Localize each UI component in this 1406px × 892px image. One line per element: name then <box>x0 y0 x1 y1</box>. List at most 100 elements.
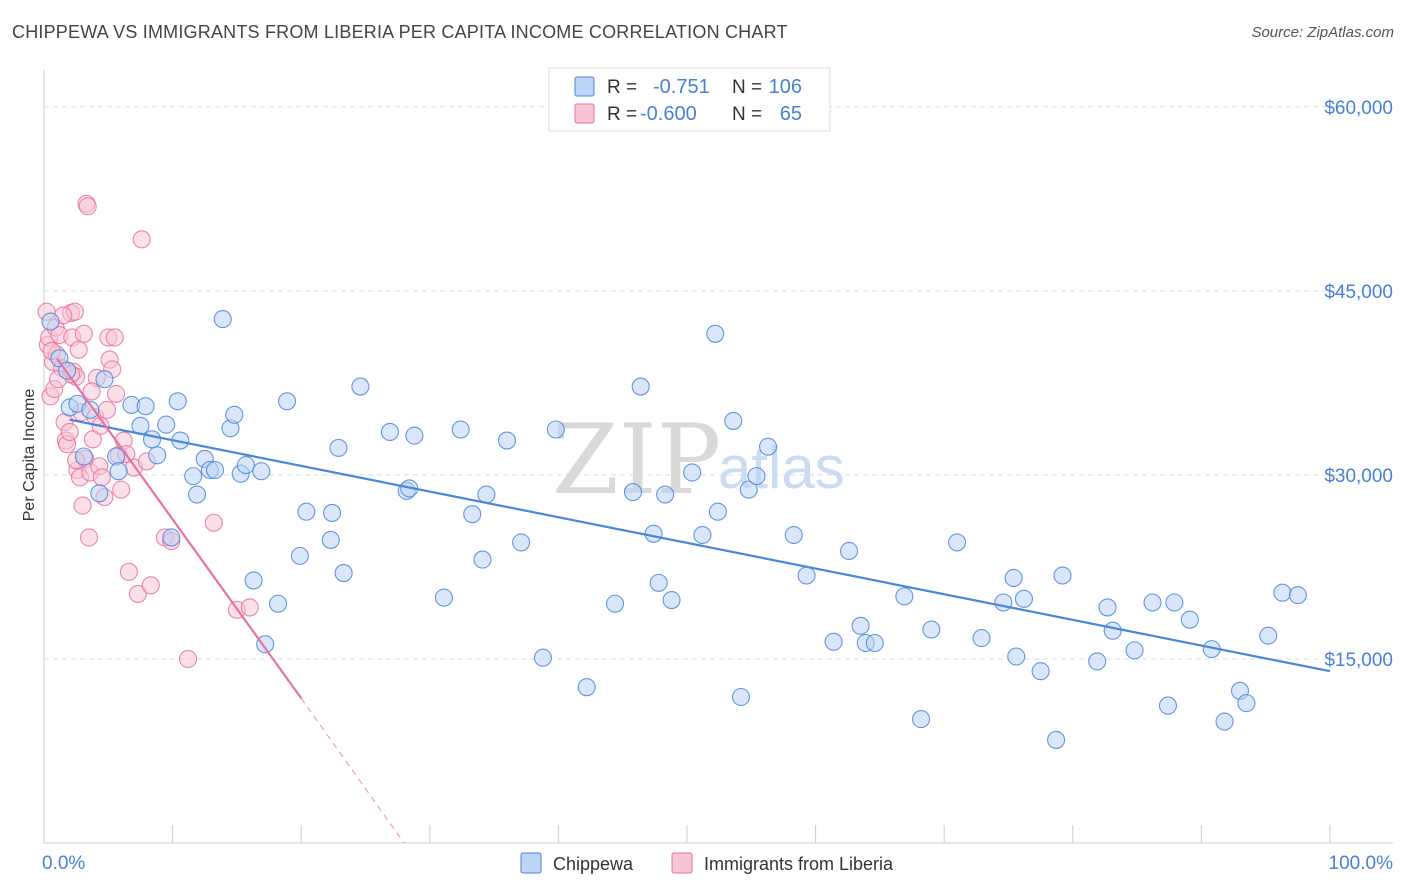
chippewa-point <box>851 616 870 635</box>
legend-r-label-0: R = <box>607 77 637 98</box>
chippewa-point <box>162 528 181 547</box>
chippewa-point <box>683 463 702 482</box>
chippewa-point <box>1165 593 1184 612</box>
legend-n-value-1: 65 <box>780 103 802 125</box>
liberia-point <box>74 324 93 343</box>
source-label: Source: ZipAtlas.com <box>1251 24 1394 41</box>
axes <box>43 70 1393 844</box>
liberia-point <box>112 480 131 499</box>
liberia-trend-extension <box>300 697 405 844</box>
chippewa-point <box>1088 652 1107 671</box>
chippewa-point <box>351 377 370 396</box>
chippewa-point <box>656 485 675 504</box>
chippewa-point <box>142 430 162 449</box>
legend-box <box>548 67 831 132</box>
chippewa-point <box>1158 696 1178 715</box>
liberia-point <box>97 400 117 419</box>
chippewa-point <box>187 485 207 504</box>
chippewa-point <box>74 447 93 466</box>
chippewa-point <box>662 591 681 610</box>
y-tick-labels: $60,000 $45,000 $30,000 $15,000 <box>1324 98 1393 671</box>
chippewa-point <box>148 446 167 465</box>
liberia-point <box>78 197 97 216</box>
watermark-atlas: atlas <box>718 434 845 501</box>
chippewa-point <box>972 629 991 648</box>
chippewa-point <box>948 533 967 552</box>
chippewa-point <box>290 546 309 565</box>
liberia-point <box>132 230 151 249</box>
chippewa-point <box>895 587 914 606</box>
liberia-point <box>204 513 223 532</box>
y-tick-label: $60,000 <box>1324 98 1393 119</box>
liberia-point <box>178 649 198 669</box>
legend-swatch-chippewa <box>574 76 595 97</box>
correlation-legend: R = -0.751 N = 106 R = -0.600 N = 65 <box>548 67 831 132</box>
chippewa-point <box>994 593 1013 612</box>
chippewa-point <box>824 632 843 651</box>
chippewa-point <box>323 503 342 522</box>
liberia-point <box>92 468 111 487</box>
series-legend-liberia: Immigrants from Liberia <box>704 854 894 874</box>
chippewa-point <box>95 370 114 389</box>
chippewa-point <box>477 485 496 504</box>
chippewa-point <box>1014 589 1033 608</box>
chippewa-point <box>1004 568 1023 588</box>
chippewa-point <box>1047 730 1066 749</box>
chippewa-point <box>297 502 316 521</box>
trend-lines <box>55 357 1331 844</box>
y-tick-label: $15,000 <box>1324 650 1393 671</box>
chippewa-point <box>278 392 297 411</box>
legend-n-label-1: N = <box>732 104 762 125</box>
chippewa-point <box>90 484 109 503</box>
liberia-point <box>119 562 138 581</box>
chippewa-point <box>724 411 743 430</box>
chippewa-point <box>497 431 517 450</box>
chippewa-point <box>205 460 225 480</box>
chippewa-point <box>747 467 766 486</box>
chippewa-point <box>605 594 625 613</box>
liberia-point <box>69 340 88 359</box>
legend-swatch-liberia <box>574 103 595 124</box>
liberia-point <box>128 584 147 603</box>
liberia-point <box>79 528 99 547</box>
chippewa-point <box>136 397 155 416</box>
y-axis-label: Per Capita Income <box>21 389 38 522</box>
chippewa-point <box>708 502 727 521</box>
series-legend-swatch-chippewa <box>520 852 542 874</box>
chart-title: CHIPPEWA VS IMMIGRANTS FROM LIBERIA PER … <box>12 22 788 42</box>
chippewa-point <box>405 426 424 445</box>
liberia-trend-line <box>55 357 303 699</box>
chippewa-point <box>623 483 643 502</box>
chippewa-point <box>236 456 255 475</box>
chippewa-point <box>546 420 565 439</box>
legend-n-label-0: N = <box>732 77 762 98</box>
chippewa-point <box>739 480 758 499</box>
legend-r-value-1: -0.600 <box>640 103 697 125</box>
y-tick-label: $30,000 <box>1324 466 1393 487</box>
chippewa-point <box>269 594 288 613</box>
chippewa-trend-line <box>69 418 1331 673</box>
chippewa-point <box>157 415 176 434</box>
chippewa-point <box>244 571 263 590</box>
chippewa-point <box>41 312 60 331</box>
liberia-point <box>60 422 79 442</box>
chippewa-point <box>1125 641 1144 660</box>
chippewa-point <box>797 566 816 585</box>
liberia-point <box>73 496 92 515</box>
liberia-point <box>82 382 101 401</box>
chippewa-point <box>334 564 353 583</box>
chippewa-point <box>380 422 399 442</box>
chippewa-point <box>473 550 492 569</box>
chippewa-point <box>1237 694 1256 713</box>
chippewa-point <box>706 324 725 343</box>
chippewa-point <box>758 437 778 456</box>
chippewa-point <box>649 573 668 592</box>
chippewa-point <box>644 524 663 543</box>
liberia-point <box>141 576 160 595</box>
chippewa-point <box>434 588 453 607</box>
chippewa-point <box>1215 712 1234 731</box>
chippewa-point <box>463 505 482 524</box>
chippewa-point <box>213 310 232 329</box>
series-legend-chippewa: Chippewa <box>553 854 634 874</box>
